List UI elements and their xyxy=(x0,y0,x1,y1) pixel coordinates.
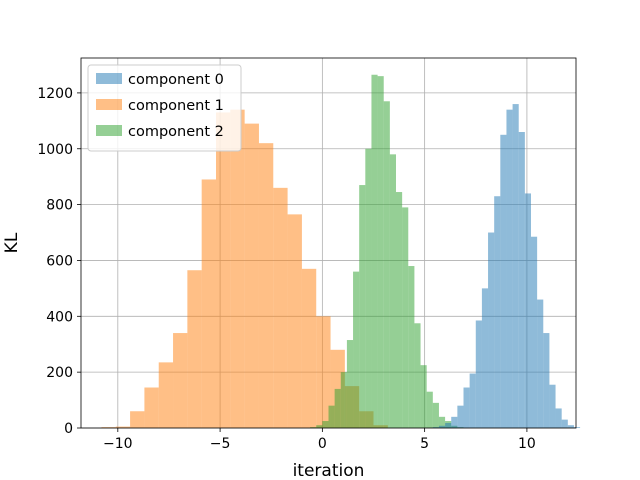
histogram-bar xyxy=(463,387,470,428)
histogram-bar xyxy=(377,76,384,428)
histogram-bar xyxy=(389,154,396,428)
histogram-bar xyxy=(488,232,495,428)
histogram-bar xyxy=(426,391,433,428)
y-tick-label: 800 xyxy=(46,198,73,214)
histogram-bar xyxy=(316,316,331,428)
histogram-bar xyxy=(371,74,378,429)
histogram-bar xyxy=(244,123,259,428)
x-axis-label: iteration xyxy=(293,461,365,480)
x-axis-ticks: −10 −5 0 5 10 xyxy=(103,428,536,452)
histogram-bars xyxy=(101,74,581,429)
legend-label: component 0 xyxy=(128,72,224,88)
histogram-bar xyxy=(287,214,302,428)
histogram-bar xyxy=(365,148,372,429)
histogram-bar xyxy=(518,132,525,428)
histogram-bar xyxy=(537,299,544,428)
x-tick-label: −10 xyxy=(103,436,133,452)
y-tick-label: 1200 xyxy=(37,86,73,102)
legend-label: component 1 xyxy=(128,98,224,114)
histogram-bar xyxy=(420,365,427,428)
x-tick-label: 0 xyxy=(318,436,327,452)
legend-swatch xyxy=(96,99,122,110)
histogram-bar xyxy=(101,427,116,428)
histogram-bar xyxy=(216,112,231,429)
histogram-bar xyxy=(573,427,581,428)
histogram-bar xyxy=(158,362,174,428)
histogram-bar xyxy=(555,408,562,428)
y-tick-label: 0 xyxy=(64,421,73,437)
histogram-bar xyxy=(445,422,452,428)
histogram-bar xyxy=(273,187,288,428)
histogram-bar xyxy=(173,333,188,428)
legend-label: component 2 xyxy=(128,124,224,140)
histogram-bar xyxy=(334,388,341,428)
histogram-bar xyxy=(144,387,159,428)
histogram-bar xyxy=(328,405,335,428)
y-tick-label: 200 xyxy=(46,365,73,381)
y-tick-label: 400 xyxy=(46,309,73,325)
series-component-2 xyxy=(310,74,464,429)
histogram-bar xyxy=(201,179,216,428)
histogram-bar xyxy=(316,425,323,428)
histogram-bar xyxy=(506,109,513,429)
histogram-bar xyxy=(500,134,507,428)
histogram-bar xyxy=(549,384,556,428)
histogram-bar xyxy=(524,193,531,428)
histogram-bar xyxy=(475,320,482,428)
plot-frame xyxy=(80,57,577,429)
histogram-bar xyxy=(512,104,519,428)
histogram-bar xyxy=(543,333,550,428)
legend: component 0 component 1 component 2 xyxy=(87,64,242,152)
y-axis-label: KL xyxy=(2,232,22,253)
histogram-bar xyxy=(561,419,568,428)
legend-swatch xyxy=(96,125,122,136)
histogram-bar xyxy=(402,207,409,428)
legend-box xyxy=(87,64,242,152)
histogram-bar xyxy=(414,323,421,428)
histogram-bar xyxy=(451,416,458,428)
histogram-bar xyxy=(396,192,403,428)
histogram-bar xyxy=(359,185,366,428)
histogram-bar xyxy=(383,101,390,428)
histogram-bar xyxy=(408,266,415,428)
series-component-0 xyxy=(432,104,581,429)
x-tick-label: 5 xyxy=(420,436,429,452)
y-tick-label: 1000 xyxy=(37,142,73,158)
histogram-bar xyxy=(230,109,245,429)
histogram-bar xyxy=(481,288,489,428)
histogram-bar xyxy=(301,268,317,428)
histogram-bar xyxy=(432,402,439,428)
histogram-bar xyxy=(310,427,317,428)
x-tick-label: 10 xyxy=(518,436,536,452)
histogram-bar xyxy=(469,373,476,428)
legend-swatch xyxy=(96,73,122,84)
y-tick-label: 600 xyxy=(46,253,73,269)
histogram-bar xyxy=(346,340,354,428)
histogram-bar xyxy=(115,426,131,428)
histogram-bar xyxy=(567,425,574,428)
y-axis-ticks: 0 200 400 600 800 1000 1200 xyxy=(37,86,81,437)
x-tick-label: −5 xyxy=(210,436,231,452)
histogram-bar xyxy=(438,416,446,428)
histogram-bar xyxy=(438,425,446,428)
histogram-bar xyxy=(494,196,501,428)
histogram-bar xyxy=(353,271,360,428)
histogram-bar xyxy=(258,143,274,429)
histogram-bar xyxy=(531,236,538,428)
histogram-bar xyxy=(322,421,329,428)
histogram-bar xyxy=(340,372,347,428)
histogram-bar xyxy=(187,270,202,428)
histogram-bar xyxy=(432,427,439,428)
histogram-bar xyxy=(130,411,145,428)
histogram-bar xyxy=(457,405,464,428)
